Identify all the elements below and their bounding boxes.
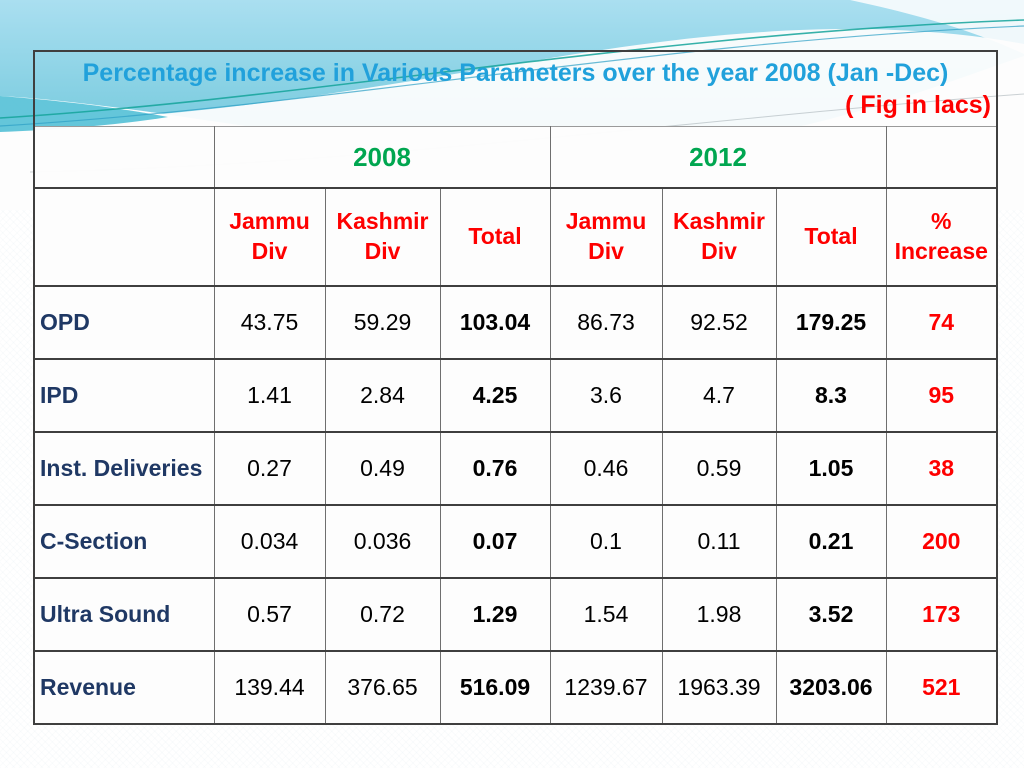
wave-line-blue — [0, 25, 1024, 127]
row-label-ipd: IPD — [33, 358, 215, 432]
table-cell-pct-increase: 521 — [885, 650, 998, 724]
table-cell-total: 8.3 — [775, 358, 887, 432]
table-cell: 0.1 — [549, 504, 663, 578]
fig-units-note: ( Fig in lacs) — [845, 91, 991, 119]
table-cell: 1.41 — [213, 358, 326, 432]
table-cell-pct-increase: 95 — [885, 358, 998, 432]
table-cell-total: 0.76 — [439, 431, 551, 505]
title-row: Percentage increase in Various Parameter… — [34, 51, 997, 127]
table-row-ipd: IPD 1.41 2.84 4.25 3.6 4.7 8.3 95 — [33, 358, 998, 432]
table-cell-pct-increase: 200 — [885, 504, 998, 578]
wave-line-teal — [0, 19, 1024, 119]
row-label-ultra-sound: Ultra Sound — [33, 577, 215, 651]
table-cell: 0.036 — [324, 504, 441, 578]
table-cell: 0.72 — [324, 577, 441, 651]
table-cell-pct-increase: 38 — [885, 431, 998, 505]
table-row-c-section: C-Section 0.034 0.036 0.07 0.1 0.11 0.21… — [33, 504, 998, 578]
title-cell: Percentage increase in Various Parameter… — [34, 51, 997, 127]
table-cell-total: 4.25 — [439, 358, 551, 432]
table-cell: 1.98 — [661, 577, 777, 651]
table-cell: 3.6 — [549, 358, 663, 432]
table-cell: 43.75 — [213, 285, 326, 359]
table-row-inst-deliveries: Inst. Deliveries 0.27 0.49 0.76 0.46 0.5… — [33, 431, 998, 505]
year-header-2012: 2012 — [549, 126, 887, 188]
year-header-row: 2008 2012 — [33, 126, 998, 188]
table-cell: 376.65 — [324, 650, 441, 724]
table-cell-total: 1.05 — [775, 431, 887, 505]
col-header-pct-increase: % Increase — [885, 187, 998, 286]
table-cell-total: 0.21 — [775, 504, 887, 578]
table-cell: 139.44 — [213, 650, 326, 724]
row-label-c-section: C-Section — [33, 504, 215, 578]
row-label-opd: OPD — [33, 285, 215, 359]
col-header-kashmir-div-2008: Kashmir Div — [324, 187, 441, 286]
corner-cell-sub — [33, 187, 215, 286]
table-cell-total: 0.07 — [439, 504, 551, 578]
report-table: Percentage increase in Various Parameter… — [33, 50, 998, 725]
table-cell: 4.7 — [661, 358, 777, 432]
table-cell: 0.11 — [661, 504, 777, 578]
col-header-kashmir-div-2012: Kashmir Div — [661, 187, 777, 286]
col-header-total-2012: Total — [775, 187, 887, 286]
table-cell-total: 516.09 — [439, 650, 551, 724]
table-cell: 0.27 — [213, 431, 326, 505]
table-cell: 92.52 — [661, 285, 777, 359]
table-cell-total: 179.25 — [775, 285, 887, 359]
slide-title: Percentage increase in Various Parameter… — [82, 59, 949, 87]
table-cell-total: 103.04 — [439, 285, 551, 359]
table-cell-total: 3.52 — [775, 577, 887, 651]
col-header-total-2008: Total — [439, 187, 551, 286]
table-cell: 0.49 — [324, 431, 441, 505]
column-header-row: Jammu Div Kashmir Div Total Jammu Div Ka… — [33, 187, 998, 286]
table-cell: 1239.67 — [549, 650, 663, 724]
table-cell: 59.29 — [324, 285, 441, 359]
table-cell-pct-increase: 74 — [885, 285, 998, 359]
col-header-jammu-div-2008: Jammu Div — [213, 187, 326, 286]
corner-cell-left — [33, 126, 215, 188]
table-cell: 0.034 — [213, 504, 326, 578]
row-label-inst-deliveries: Inst. Deliveries — [33, 431, 215, 505]
table-cell: 86.73 — [549, 285, 663, 359]
table-cell-pct-increase: 173 — [885, 577, 998, 651]
table-cell-total: 1.29 — [439, 577, 551, 651]
table-cell: 0.59 — [661, 431, 777, 505]
wave-white-corner — [850, 0, 1024, 54]
col-header-jammu-div-2012: Jammu Div — [549, 187, 663, 286]
table-cell: 1963.39 — [661, 650, 777, 724]
table-cell-total: 3203.06 — [775, 650, 887, 724]
table-cell: 2.84 — [324, 358, 441, 432]
year-header-2008: 2008 — [213, 126, 551, 188]
table-row-ultra-sound: Ultra Sound 0.57 0.72 1.29 1.54 1.98 3.5… — [33, 577, 998, 651]
corner-cell-right — [885, 126, 998, 188]
table-row-revenue: Revenue 139.44 376.65 516.09 1239.67 196… — [33, 650, 998, 724]
table-cell: 0.46 — [549, 431, 663, 505]
row-label-revenue: Revenue — [33, 650, 215, 724]
table-row-opd: OPD 43.75 59.29 103.04 86.73 92.52 179.2… — [33, 285, 998, 359]
report-table-container: Percentage increase in Various Parameter… — [33, 50, 998, 725]
table-cell: 0.57 — [213, 577, 326, 651]
table-cell: 1.54 — [549, 577, 663, 651]
